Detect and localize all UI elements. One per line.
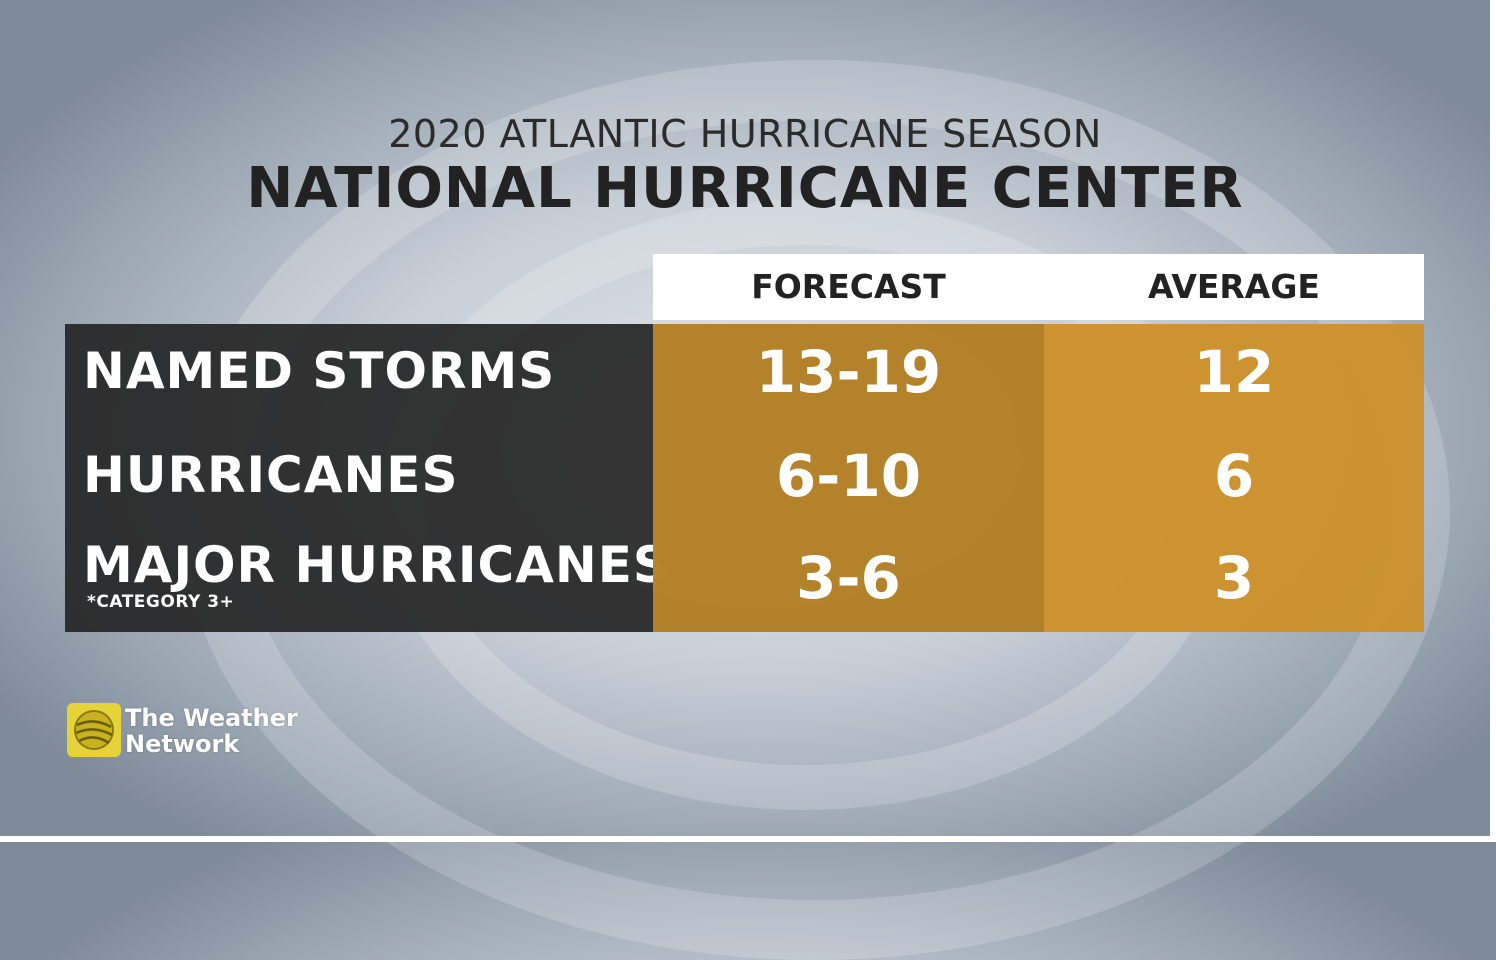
forecast-value-hurricanes: 6-10 xyxy=(775,442,922,510)
row-note-category: *CATEGORY 3+ xyxy=(87,592,235,612)
season-subtitle: 2020 ATLANTIC HURRICANE SEASON xyxy=(388,112,1102,156)
average-column: 12 6 3 xyxy=(1044,324,1424,632)
page-title: NATIONAL HURRICANE CENTER xyxy=(246,156,1244,221)
edge-strip-bottom xyxy=(0,836,1496,842)
logo-text-line2: Network xyxy=(125,730,240,758)
forecast-table: NAMED STORMS HURRICANES MAJOR HURRICANES… xyxy=(65,324,1424,632)
column-header-forecast: FORECAST xyxy=(751,267,946,306)
column-header-average: AVERAGE xyxy=(1148,267,1320,306)
average-value-hurricanes: 6 xyxy=(1213,442,1255,510)
row-label-hurricanes: HURRICANES xyxy=(83,446,459,504)
forecast-column: 13-19 6-10 3-6 xyxy=(653,324,1044,632)
logo-text-line1: The Weather xyxy=(125,704,298,732)
average-value-named-storms: 12 xyxy=(1193,338,1275,406)
edge-strip-right xyxy=(1490,0,1496,842)
average-value-major-hurricanes: 3 xyxy=(1213,544,1255,612)
row-label-major-hurricanes: MAJOR HURRICANES xyxy=(83,536,670,594)
forecast-value-named-storms: 13-19 xyxy=(755,338,942,406)
forecast-value-major-hurricanes: 3-6 xyxy=(796,544,901,612)
row-label-named-storms: NAMED STORMS xyxy=(83,342,556,400)
globe-swirl-icon xyxy=(67,703,121,757)
weather-network-logo: The Weather Network xyxy=(67,703,298,759)
row-label-column: NAMED STORMS HURRICANES MAJOR HURRICANES… xyxy=(65,324,669,632)
column-header-bar: FORECAST AVERAGE xyxy=(653,254,1424,320)
